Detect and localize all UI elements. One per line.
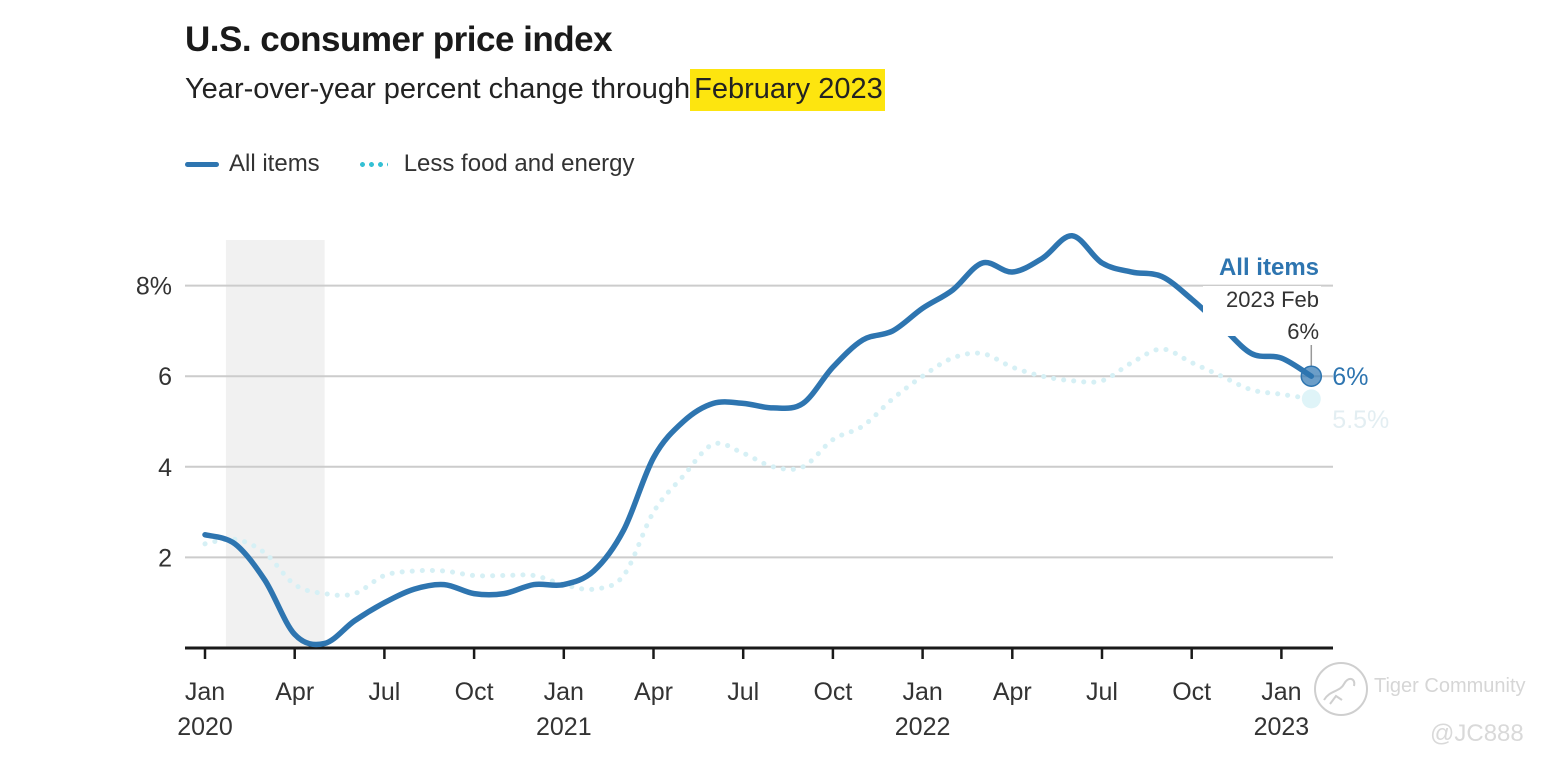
legend-swatch-dotted-line	[357, 161, 388, 167]
legend-label: Less food and energy	[403, 150, 635, 177]
x-tick-year-label: 2023	[1254, 713, 1310, 741]
x-tick-year-label: 2021	[536, 713, 592, 741]
x-tick-label: Jul	[727, 678, 759, 706]
x-tick-label: Oct	[813, 678, 852, 706]
legend-label: All items	[229, 150, 320, 177]
x-tick-label: Jan	[902, 678, 942, 706]
subtitle-highlight: February 2023	[690, 69, 885, 111]
end-label-less-food-energy: 5.5%	[1332, 406, 1389, 434]
x-tick-label: Apr	[993, 678, 1032, 706]
chart-legend: All items Less food and energy	[185, 150, 673, 178]
chart-title: U.S. consumer price index	[185, 20, 613, 59]
y-tick-label: 6	[158, 363, 172, 391]
x-tick-label: Jul	[1086, 678, 1118, 706]
annotation-title: All items	[1219, 254, 1319, 281]
end-point-less-food-energy	[1301, 389, 1321, 409]
end-label-all-items: 6%	[1332, 363, 1368, 391]
y-tick-label: 8%	[136, 273, 172, 301]
series-line-less-food-and-energy	[202, 346, 1314, 598]
annotation-date: 2023 Feb	[1226, 287, 1319, 312]
x-tick-label: Jan	[1261, 678, 1301, 706]
legend-item-all-items: All items	[185, 150, 320, 178]
x-tick-year-label: 2022	[895, 713, 951, 741]
end-point-all-items	[1300, 365, 1323, 387]
x-tick-label: Oct	[1172, 678, 1211, 706]
x-tick-label: Apr	[634, 678, 673, 706]
series-line-all-items	[202, 233, 1315, 648]
x-tick-year-label: 2020	[177, 713, 233, 741]
chart-subtitle: Year-over-year percent change through Feb…	[185, 69, 885, 111]
x-tick-label: Jan	[185, 678, 225, 706]
legend-swatch-solid-line	[185, 161, 219, 167]
x-tick-label: Jul	[368, 678, 400, 706]
legend-item-less-food-energy: Less food and energy	[357, 150, 635, 178]
subtitle-prefix: Year-over-year percent change through	[185, 73, 691, 105]
y-tick-label: 2	[158, 544, 172, 572]
x-tick-label: Oct	[455, 678, 494, 706]
y-tick-label: 4	[158, 454, 172, 482]
annotation-background	[1203, 286, 1321, 336]
x-tick-label: Jan	[544, 678, 584, 706]
annotation-value: 6%	[1287, 319, 1319, 344]
x-tick-label: Apr	[275, 678, 314, 706]
recession-shade	[225, 240, 325, 648]
